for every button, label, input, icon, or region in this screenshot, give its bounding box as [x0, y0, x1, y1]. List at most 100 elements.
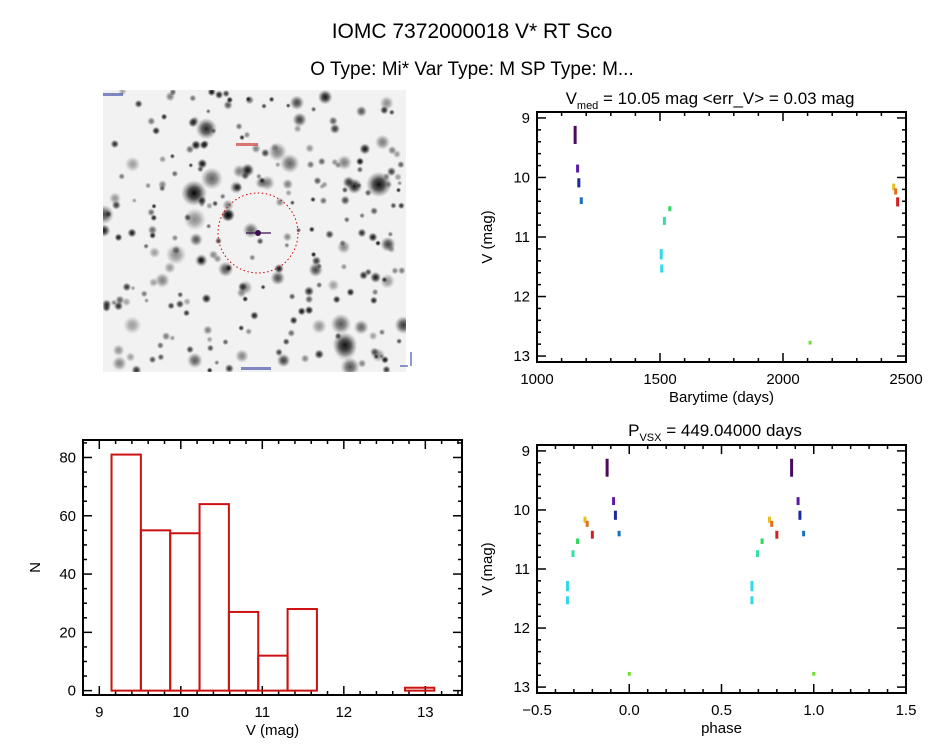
star — [392, 149, 402, 159]
data-point — [583, 516, 587, 523]
star — [222, 90, 230, 98]
star — [330, 313, 352, 335]
star — [310, 196, 316, 203]
star — [156, 341, 165, 350]
star — [314, 349, 325, 360]
star — [308, 226, 315, 233]
star — [327, 279, 340, 292]
y-tick-label: 20 — [59, 624, 76, 641]
target-circle — [217, 192, 299, 274]
star — [274, 263, 284, 274]
star — [222, 338, 229, 346]
star — [308, 262, 324, 278]
star — [143, 297, 150, 304]
star — [382, 365, 391, 372]
histogram-bar — [169, 532, 201, 692]
image-label-mark — [103, 93, 123, 96]
star — [371, 288, 379, 296]
star — [342, 176, 355, 189]
y-tick-label: 11 — [514, 561, 530, 578]
x-tick-label: 2500 — [889, 371, 922, 388]
star — [131, 365, 142, 372]
star — [111, 200, 122, 210]
star — [319, 196, 328, 205]
star — [134, 99, 143, 109]
data-point — [613, 510, 617, 520]
star — [304, 295, 314, 304]
star — [214, 237, 222, 245]
star — [183, 297, 192, 306]
star — [282, 338, 290, 346]
data-point — [585, 520, 589, 527]
star — [305, 143, 315, 153]
x-tick-label: 1500 — [643, 371, 676, 388]
star — [160, 113, 168, 121]
star — [386, 166, 397, 177]
star — [310, 251, 317, 258]
star — [112, 344, 125, 357]
star — [373, 353, 379, 360]
x-axis-label: Barytime (days) — [669, 389, 774, 406]
star — [380, 236, 396, 252]
data-point — [579, 197, 583, 205]
star — [229, 180, 243, 194]
histogram-bar — [403, 686, 436, 692]
star — [396, 338, 403, 345]
lightcurve-title-rest: = 10.05 mag <err_V> = 0.03 mag — [598, 89, 854, 108]
star — [357, 359, 367, 368]
star — [329, 123, 341, 135]
star — [205, 223, 212, 229]
star — [187, 352, 203, 369]
star — [311, 318, 327, 334]
phase-title-sub: VSX — [639, 432, 662, 444]
star — [207, 90, 216, 97]
star — [359, 212, 366, 219]
y-tick-label: 13 — [513, 679, 530, 696]
star — [256, 237, 264, 245]
star — [171, 234, 179, 242]
star — [143, 243, 150, 250]
data-point — [573, 125, 577, 144]
star — [341, 186, 349, 194]
data-point — [760, 538, 764, 545]
star — [340, 357, 360, 372]
star — [370, 206, 379, 216]
star — [388, 109, 395, 116]
data-point — [750, 580, 754, 592]
data-point — [812, 671, 816, 676]
star — [103, 299, 112, 310]
star — [260, 284, 266, 290]
x-tick-label: 1000 — [520, 371, 553, 388]
lightcurve-title: Vmed = 10.05 mag <err_V> = 0.03 mag — [566, 89, 855, 112]
data-point — [775, 530, 779, 539]
star — [353, 319, 369, 335]
star — [140, 290, 148, 298]
star — [395, 187, 402, 193]
star — [242, 295, 249, 303]
star — [206, 336, 214, 343]
y-tick-label: 0 — [68, 683, 76, 700]
plot-frame — [82, 439, 463, 696]
y-tick-label: 40 — [59, 566, 76, 583]
star — [250, 311, 259, 320]
star — [394, 316, 406, 335]
y-tick-label: 9 — [522, 110, 530, 127]
star — [289, 200, 295, 206]
star — [245, 327, 253, 336]
x-tick-label: 0.0 — [619, 702, 640, 719]
star — [151, 126, 161, 135]
star — [131, 197, 137, 204]
data-point — [755, 550, 759, 558]
star — [165, 91, 176, 102]
star — [368, 232, 378, 242]
star — [157, 353, 165, 361]
star — [205, 202, 213, 210]
star — [270, 270, 286, 286]
star — [114, 233, 123, 242]
data-point — [617, 530, 621, 537]
star — [336, 240, 351, 255]
star — [130, 285, 136, 291]
star — [259, 175, 275, 191]
x-tick-label: 1.5 — [896, 702, 917, 719]
star — [169, 153, 176, 159]
